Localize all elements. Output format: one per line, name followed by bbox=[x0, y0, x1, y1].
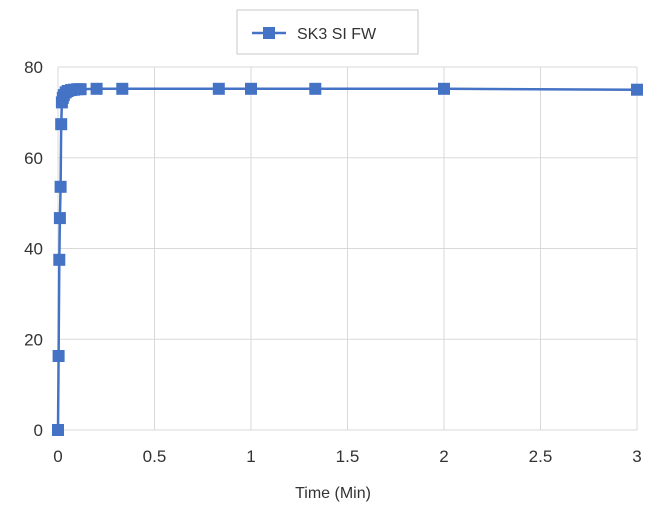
data-point-marker bbox=[631, 83, 643, 96]
data-point-marker bbox=[212, 82, 225, 95]
series-layer bbox=[52, 82, 643, 436]
x-tick-label: 3 bbox=[632, 447, 641, 466]
x-tick-label: 0.5 bbox=[143, 447, 167, 466]
data-point-marker bbox=[309, 82, 322, 95]
y-tick-label: 40 bbox=[24, 240, 43, 259]
data-point-marker bbox=[116, 82, 129, 95]
x-axis-title: Time (Min) bbox=[295, 485, 371, 502]
data-point-marker bbox=[53, 253, 66, 266]
y-tick-label: 60 bbox=[24, 149, 43, 168]
x-tick-label: 2 bbox=[439, 447, 448, 466]
legend-label: SK3 SI FW bbox=[297, 26, 377, 43]
data-point-marker bbox=[53, 212, 66, 225]
data-point-marker bbox=[55, 118, 68, 131]
data-point-marker bbox=[90, 82, 103, 95]
legend: SK3 SI FW bbox=[236, 9, 419, 55]
data-point-marker bbox=[245, 82, 257, 95]
y-tick-label: 0 bbox=[34, 421, 43, 440]
data-point-marker bbox=[74, 83, 87, 96]
gridlines bbox=[57, 66, 638, 431]
legend-marker-swatch bbox=[263, 27, 275, 39]
axes: 0 0.5 1 1.5 2 2.5 3 0 20 40 60 80 bbox=[24, 58, 642, 466]
x-tick-label: 1.5 bbox=[336, 447, 360, 466]
x-tick-label: 2.5 bbox=[529, 447, 553, 466]
x-tick-label: 1 bbox=[246, 447, 255, 466]
data-point-marker bbox=[54, 180, 67, 193]
y-tick-label: 80 bbox=[24, 58, 43, 77]
data-point-marker bbox=[52, 350, 65, 362]
data-point-marker bbox=[438, 82, 450, 95]
y-tick-label: 20 bbox=[24, 330, 43, 349]
x-tick-label: 0 bbox=[53, 447, 62, 466]
data-point-marker bbox=[52, 424, 64, 436]
